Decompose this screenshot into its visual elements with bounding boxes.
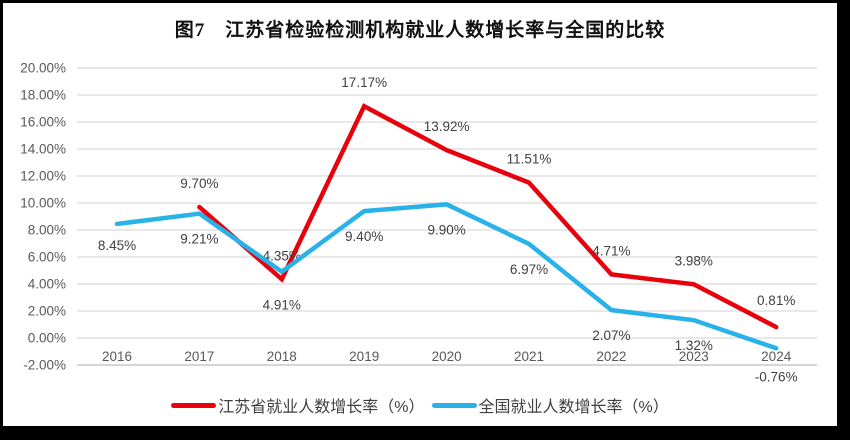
legend-label-national: 全国就业人数增长率（%） [478, 399, 669, 416]
data-label-jiangsu: 11.51% [507, 152, 552, 167]
data-label-national: 9.21% [180, 232, 218, 247]
y-tick-label: -2.00% [23, 358, 66, 373]
x-tick-label: 2023 [679, 349, 709, 364]
x-tick-label: 2022 [596, 349, 626, 364]
legend-item-national: 全国就业人数增长率（%） [431, 393, 669, 417]
data-label-national: 2.07% [592, 328, 630, 343]
jiangsu-line-swatch [171, 402, 217, 408]
series-line-jiangsu [197, 103, 779, 330]
chart-legend: 江苏省就业人数增长率（%） 全国就业人数增长率（%） [3, 393, 837, 417]
y-tick-label: 16.00% [20, 115, 66, 130]
x-tick-label: 2018 [267, 349, 297, 364]
y-tick-label: 14.00% [20, 142, 66, 157]
data-label-jiangsu: 17.17% [341, 75, 387, 90]
data-label-national: -0.76% [755, 369, 798, 384]
data-label-jiangsu: 4.35% [263, 248, 301, 263]
y-tick-label: 8.00% [28, 223, 66, 238]
data-label-jiangsu: 9.70% [180, 176, 218, 191]
y-tick-label: 20.00% [20, 61, 66, 76]
x-tick-label: 2020 [432, 349, 462, 364]
chart-title: 图7 江苏省检验检测机构就业人数增长率与全国的比较 [174, 20, 666, 41]
series-line-national [114, 202, 779, 351]
x-tick-label: 2017 [184, 349, 214, 364]
x-tick-label: 2016 [102, 349, 132, 364]
y-tick-label: 18.00% [20, 88, 66, 103]
data-label-national: 8.45% [98, 238, 136, 253]
national-line-swatch [431, 402, 477, 408]
y-tick-label: 2.00% [28, 304, 66, 319]
data-label-jiangsu: 4.71% [592, 243, 630, 258]
line-chart: 20.00% 18.00% 16.00% 14.00% 12.00% 10.00% 8.00… [20, 61, 817, 384]
y-tick-label: 0.00% [28, 331, 66, 346]
data-label-national: 6.97% [510, 262, 548, 277]
x-tick-label: 2024 [761, 349, 792, 364]
y-tick-label: 12.00% [20, 169, 66, 184]
data-label-jiangsu: 13.92% [424, 119, 470, 134]
data-label-national: 9.40% [345, 229, 383, 244]
data-label-national: 9.90% [427, 222, 465, 237]
legend-item-jiangsu: 江苏省就业人数增长率（%） [171, 393, 425, 417]
data-label-national: 4.91% [263, 298, 301, 313]
data-label-jiangsu: 3.98% [675, 253, 713, 268]
y-tick-label: 4.00% [28, 277, 66, 292]
data-label-national: 1.32% [675, 338, 713, 353]
data-label-jiangsu: 0.81% [757, 293, 795, 308]
y-tick-label: 6.00% [28, 250, 66, 265]
y-tick-label: 10.00% [20, 196, 66, 211]
x-tick-label: 2021 [514, 349, 544, 364]
x-tick-label: 2019 [349, 349, 379, 364]
legend-label-jiangsu: 江苏省就业人数增长率（%） [218, 399, 425, 416]
